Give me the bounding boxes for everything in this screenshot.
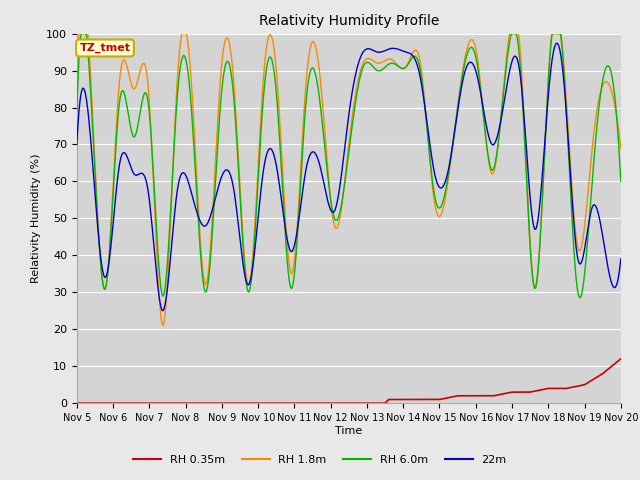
Title: Relativity Humidity Profile: Relativity Humidity Profile [259,14,439,28]
Legend: RH 0.35m, RH 1.8m, RH 6.0m, 22m: RH 0.35m, RH 1.8m, RH 6.0m, 22m [129,451,511,469]
Y-axis label: Relativity Humidity (%): Relativity Humidity (%) [31,154,40,283]
X-axis label: Time: Time [335,426,362,436]
Text: TZ_tmet: TZ_tmet [79,43,131,53]
